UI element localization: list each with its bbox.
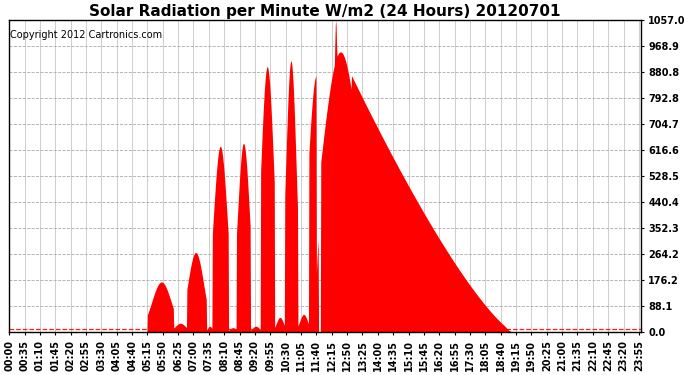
Title: Solar Radiation per Minute W/m2 (24 Hours) 20120701: Solar Radiation per Minute W/m2 (24 Hour… <box>89 4 561 19</box>
Text: Copyright 2012 Cartronics.com: Copyright 2012 Cartronics.com <box>10 30 163 40</box>
